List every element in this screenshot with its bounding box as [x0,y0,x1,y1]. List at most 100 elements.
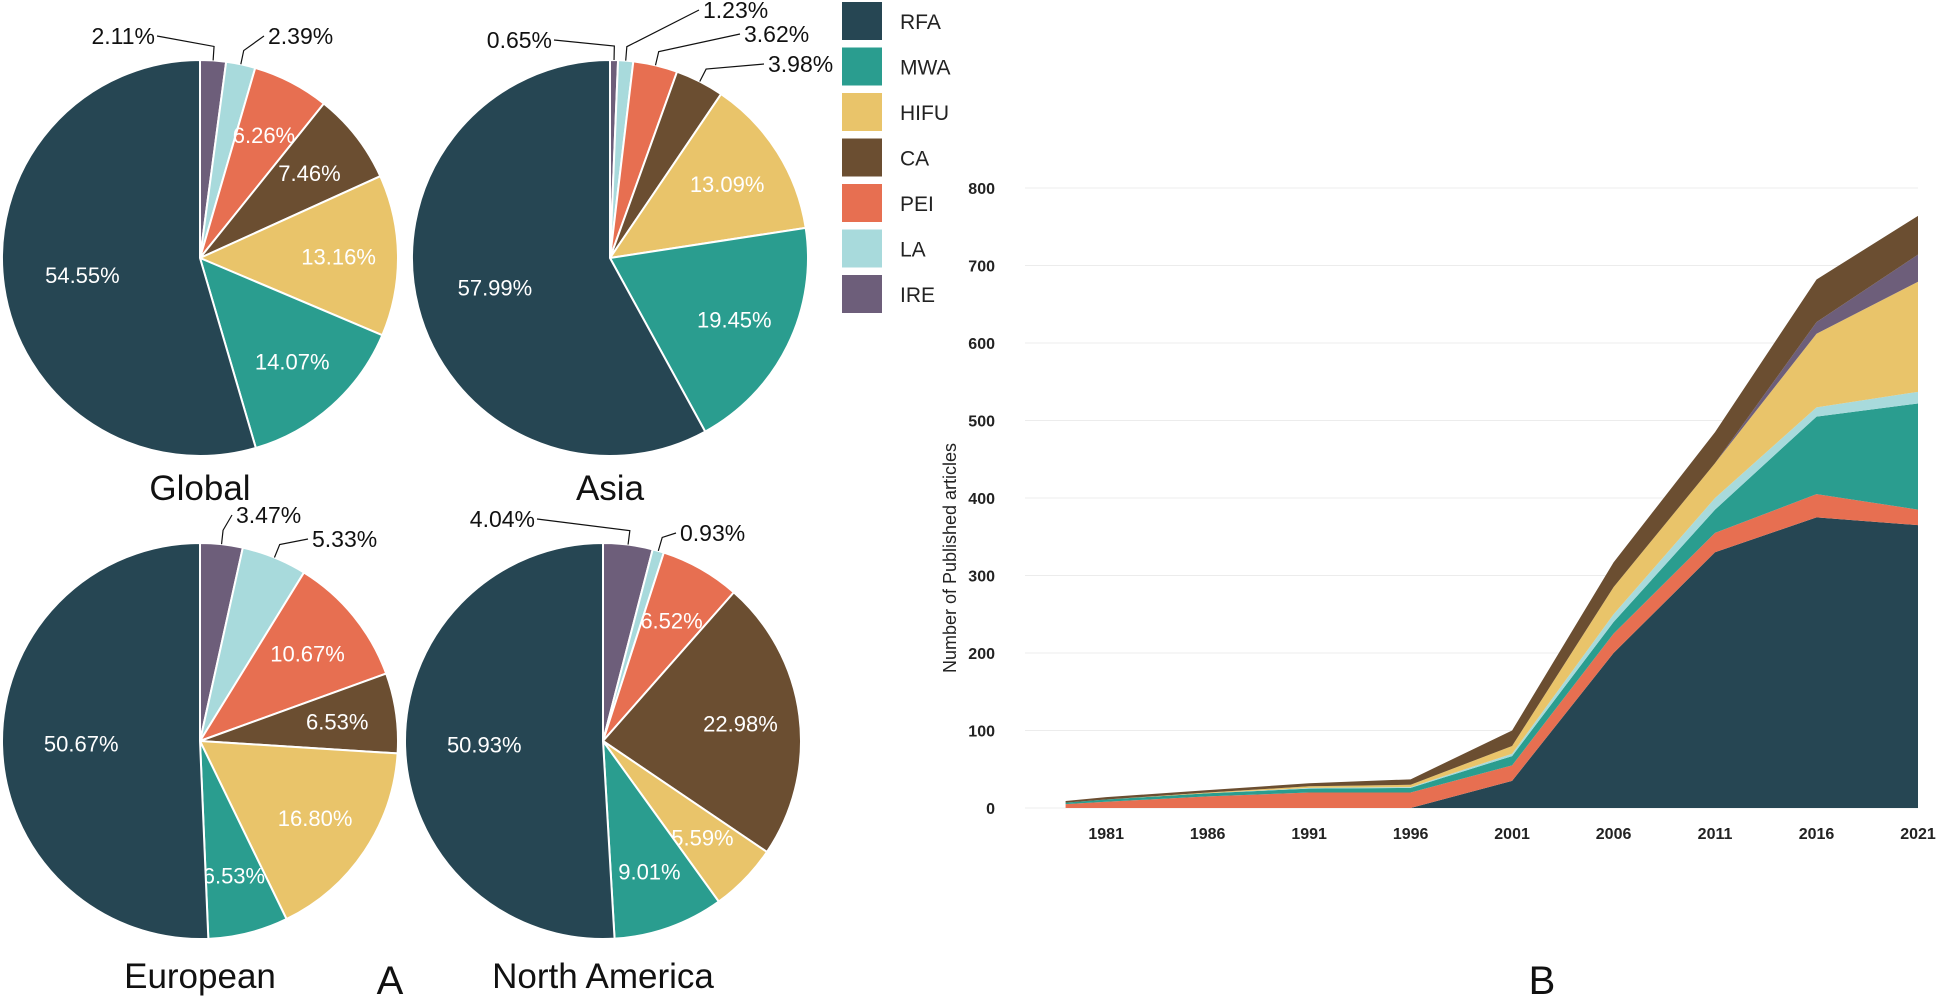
legend-swatch [842,2,882,40]
pie-slice-pei [197,571,388,743]
slice-label: 6.26% [233,123,295,148]
x-tick-label: 1981 [1088,826,1124,843]
x-tick-label: 2021 [1900,826,1936,843]
pie-slice-rfa [1,58,258,457]
slice-label: 13.16% [301,244,376,269]
legend-swatch [842,275,882,313]
legend-swatch [842,138,882,177]
pie-title: North America [492,957,714,996]
legend-swatch [842,93,882,131]
pie-slice-hifu [197,174,399,337]
y-tick-label: 800 [968,181,995,198]
pie-slice-rfa [1,541,210,940]
pie-slice-hifu [198,739,399,921]
slice-label: 6.52% [640,609,702,634]
slice-label: 5.59% [671,826,733,851]
legend-item-la: LA [842,229,926,268]
slice-label: 2.11% [91,23,155,49]
panel-label-a: A [377,959,404,999]
callout-line [156,35,215,61]
x-tick-label: 2016 [1799,826,1835,843]
callout-line [553,39,615,61]
slice-label: 3.62% [744,21,809,47]
panel-label-b: B [1529,959,1556,999]
y-tick-label: 100 [968,724,995,741]
pie-title: European [124,957,276,996]
callout-line [654,33,741,66]
slice-label: 6.53% [203,863,265,888]
pie-slice-mwa [601,737,721,940]
pie-chart-global: 2.11% 2.39% 6.26% 7.46% 13.16% 14.07% 54.55% Gl… [1,23,399,508]
pie-chart-asia: 0.65% 1.23%3.62% 3.98% 13.09% 19.45% 57.99% As… [411,0,833,508]
y-tick-label: 300 [968,569,995,586]
legend-item-ca: CA [842,138,929,177]
pie-charts-panel: 2.11% 2.39% 6.26% 7.46% 13.16% 14.07% 54.55% Gl… [1,0,833,996]
x-tick-label: 1991 [1291,826,1327,843]
legend-swatch [842,184,882,222]
slice-label: 13.09% [690,172,765,197]
pie-title: Global [149,469,250,508]
slice-label: 6.53% [306,709,368,734]
legend-item-hifu: HIFU [842,93,949,131]
x-tick-label: 1996 [1393,826,1429,843]
slice-label: 9.01% [618,860,680,885]
callout-line [657,532,677,552]
pie-slice-rfa [403,541,616,940]
x-tick-label: 1986 [1190,826,1226,843]
slice-label: 50.93% [447,732,522,757]
area-series-ca [1065,215,1918,803]
callout-line [273,538,309,558]
x-tick-label: 2001 [1494,826,1530,843]
slice-label: 7.46% [278,161,340,186]
x-tick-label: 2006 [1596,826,1632,843]
slice-label: 4.04% [470,506,535,532]
slice-label: 50.67% [44,732,119,757]
slice-label: 3.98% [768,51,833,77]
callout-line [240,35,265,65]
legend-item-ire: IRE [842,275,935,313]
legend-label: RFA [900,11,941,34]
y-tick-label: 600 [968,336,995,353]
legend-label: CA [900,148,929,171]
legend-label: IRE [900,284,935,307]
slice-label: 16.80% [278,806,353,831]
pie-chart-north-america: 4.04% 0.93% 6.52% 22.98% 5.59% 9.01% 50.93% Nor… [403,506,802,996]
legend-item-pei: PEI [842,184,934,222]
pie-slice-ca [601,590,802,854]
slice-label: 1.23% [703,0,768,23]
callout-line [220,514,233,545]
legend-item-mwa: MWA [842,47,951,86]
slice-label: 57.99% [458,275,533,300]
y-tick-label: 0 [986,801,995,818]
slice-label: 14.07% [255,349,330,374]
area-series-hifu [1065,281,1918,803]
slice-label: 22.98% [703,711,778,736]
x-tick-label: 2011 [1698,826,1733,843]
slice-label: 54.55% [45,263,120,288]
pie-slice-mwa [608,226,809,433]
slice-label: 0.65% [487,27,552,53]
area-series-rfa [1065,517,1918,808]
y-axis-label: Number of Published articles [940,443,960,673]
pie-chart-european: 3.47% 5.33% 10.67% 6.53% 16.80% 6.53% 50.67% Eu… [1,502,399,996]
legend-swatch [842,47,882,86]
pie-title: Asia [576,469,645,508]
callout-line [536,518,631,545]
y-tick-label: 200 [968,646,995,663]
slice-label: 0.93% [680,520,745,546]
slice-label: 5.33% [312,526,377,552]
pie-slice-mwa [198,256,384,450]
callout-line [625,9,700,61]
slice-label: 3.47% [236,502,301,528]
y-tick-label: 400 [968,491,995,508]
callout-line [699,63,765,82]
stacked-area-chart: 0 100 200 300 400 500 600 700 800 1981 1986 1991 199… [940,181,1936,843]
legend-label: PEI [900,193,934,216]
slice-label: 10.67% [270,642,345,667]
y-tick-label: 500 [968,414,995,431]
slice-label: 2.39% [268,23,333,49]
slice-label: 19.45% [697,307,772,332]
legend: RFA MWA HIFU CA PEI LA IRE [842,2,951,313]
legend-item-rfa: RFA [842,2,941,40]
